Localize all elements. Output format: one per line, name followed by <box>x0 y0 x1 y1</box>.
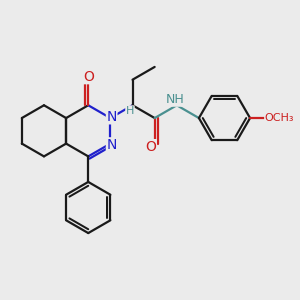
Text: OCH₃: OCH₃ <box>265 113 294 123</box>
Text: O: O <box>83 70 94 84</box>
Text: H: H <box>126 106 134 116</box>
Text: O: O <box>146 140 156 154</box>
Text: N: N <box>106 110 117 124</box>
Text: N: N <box>106 138 117 152</box>
Text: NH: NH <box>166 93 185 106</box>
